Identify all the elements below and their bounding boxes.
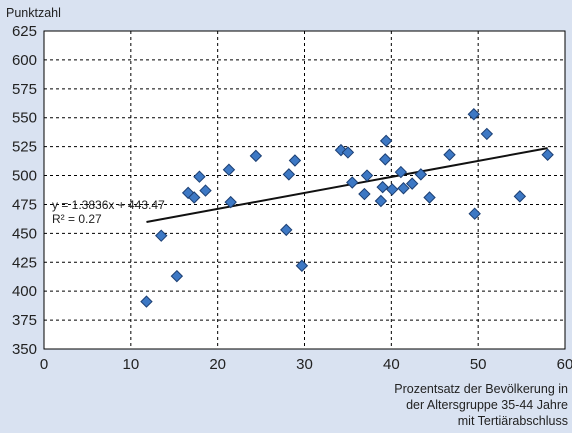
x-tick-label: 20 <box>209 356 226 373</box>
y-tick-label: 625 <box>12 23 37 40</box>
data-point <box>480 127 494 141</box>
data-point <box>443 148 456 161</box>
data-point <box>280 223 293 237</box>
y-tick-label: 375 <box>12 312 37 329</box>
data-point <box>249 149 263 163</box>
x-axis-title-line-1: Prozentsatz der Bevölkerung in <box>394 382 568 396</box>
data-point <box>379 153 392 166</box>
data-point <box>394 165 408 179</box>
x-tick-label: 30 <box>296 356 313 373</box>
y-tick-label: 600 <box>12 52 37 69</box>
y-tick-label: 575 <box>12 81 37 98</box>
gridlines <box>44 31 565 349</box>
y-tick-label: 500 <box>12 168 37 185</box>
x-tick-label: 50 <box>470 356 487 373</box>
data-point <box>170 269 184 283</box>
data-point <box>188 191 201 204</box>
y-tick-label: 350 <box>12 341 37 358</box>
data-point <box>282 168 296 181</box>
data-point <box>341 146 355 159</box>
data-point <box>397 182 410 195</box>
y-tick-label: 425 <box>12 254 37 271</box>
data-point <box>467 108 481 121</box>
data-point <box>541 148 554 161</box>
data-point <box>155 229 168 242</box>
data-point <box>224 195 237 209</box>
data-point <box>193 170 206 183</box>
y-tick-label: 525 <box>12 139 37 156</box>
data-point <box>222 163 236 176</box>
x-tick-label: 10 <box>122 356 139 373</box>
data-point <box>360 169 374 182</box>
x-axis-title-line-2: der Altersgruppe 35-44 Jahre <box>406 398 568 412</box>
x-tick-label: 60 <box>557 356 572 373</box>
data-point <box>346 176 359 189</box>
data-point <box>414 168 428 181</box>
x-tick-label: 40 <box>383 356 400 373</box>
data-point <box>405 177 419 190</box>
data-point <box>288 154 302 167</box>
data-point <box>423 191 436 204</box>
y-tick-label: 400 <box>12 283 37 300</box>
x-axis-title-line-3: mit Tertiärabschluss <box>458 414 568 428</box>
trend-line <box>146 147 548 224</box>
data-point <box>199 184 212 197</box>
trendline-equation: y = 1.3836x + 443.47 <box>52 198 165 212</box>
data-point <box>379 134 393 148</box>
data-point <box>295 259 309 272</box>
y-tick-label: 475 <box>12 196 37 213</box>
data-point <box>358 187 371 201</box>
data-point <box>374 194 388 208</box>
data-point <box>513 190 527 203</box>
x-tick-labels: 0 10 20 30 40 50 60 <box>40 356 572 373</box>
data-points <box>140 108 554 308</box>
data-point <box>468 207 481 220</box>
y-axis-title: Punktzahl <box>6 6 61 20</box>
y-tick-label: 450 <box>12 225 37 242</box>
x-tick-label: 0 <box>40 356 48 373</box>
trendline-r-squared: R² = 0.27 <box>52 212 102 226</box>
data-point <box>376 180 389 194</box>
y-tick-label: 550 <box>12 110 37 127</box>
data-point <box>140 295 153 308</box>
y-tick-labels: 350 375 400 425 450 475 500 525 550 575 600 625 <box>12 23 37 358</box>
data-point <box>385 183 399 196</box>
